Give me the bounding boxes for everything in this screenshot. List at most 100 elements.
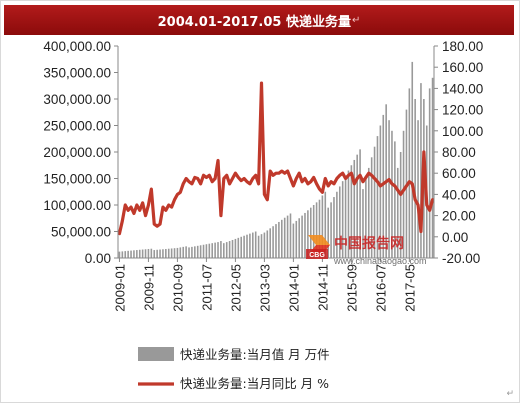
bar-monthly-volume	[188, 247, 190, 258]
bar-monthly-volume	[347, 170, 350, 258]
bar-monthly-volume	[118, 251, 121, 258]
x-tick-label: 2017-05	[402, 264, 417, 312]
bar-monthly-volume	[399, 152, 402, 258]
bar-monthly-volume	[402, 130, 405, 258]
bar-monthly-volume	[417, 120, 419, 258]
bar-monthly-volume	[420, 83, 422, 258]
bar-monthly-volume	[257, 235, 260, 258]
y-right-tick-label: -20.00	[442, 251, 480, 266]
x-tick-label: 2009-11	[141, 264, 156, 311]
x-tick-label: 2016-07	[373, 264, 388, 312]
y-right-tick-label: 160.00	[442, 60, 483, 75]
bar-monthly-volume	[246, 234, 248, 258]
bar-monthly-volume	[234, 238, 237, 258]
bar-monthly-volume	[217, 242, 219, 258]
bar-monthly-volume	[269, 228, 271, 258]
bar-monthly-volume	[304, 212, 306, 258]
watermark-badge-text: CBG	[309, 252, 325, 259]
bar-monthly-volume	[394, 141, 396, 258]
bar-monthly-volume	[382, 114, 385, 259]
bar-monthly-volume	[214, 242, 216, 258]
bar-monthly-volume	[121, 251, 124, 259]
y-left-tick-label: 250,000.00	[43, 119, 111, 134]
bar-monthly-volume	[408, 88, 411, 259]
watermark-logo: CBG 中国报告网 www.chinabaogao.com	[306, 235, 427, 266]
bar-monthly-volume	[165, 248, 167, 258]
y-right-tick-label: 60.00	[442, 166, 476, 181]
bar-monthly-volume	[272, 226, 274, 258]
bar-monthly-volume	[153, 250, 156, 258]
bar-monthly-volume	[211, 243, 214, 258]
bar-monthly-volume	[428, 88, 431, 259]
x-tick-label: 2012-05	[228, 264, 243, 312]
bar-monthly-volume	[301, 215, 303, 258]
bar-monthly-volume	[309, 207, 312, 258]
bar-monthly-volume	[231, 239, 234, 258]
bar-monthly-volume	[281, 219, 283, 258]
bar-monthly-volume	[254, 231, 257, 258]
bar-monthly-volume	[298, 218, 300, 258]
bar-monthly-volume	[243, 235, 245, 258]
bar-monthly-volume	[199, 245, 202, 258]
bar-monthly-volume	[359, 149, 361, 258]
bar-monthly-volume	[133, 250, 135, 258]
bar-monthly-volume	[318, 199, 321, 258]
title-return-mark: ↵	[351, 14, 361, 26]
y-left-tick-label: 400,000.00	[43, 39, 111, 54]
bar-monthly-volume	[362, 189, 364, 258]
bar-monthly-volume	[208, 243, 211, 258]
corner-return-mark: ↵	[506, 388, 514, 398]
bar-monthly-volume	[185, 246, 187, 258]
bar-monthly-volume	[356, 154, 358, 258]
y-right-tick-label: 180.00	[442, 39, 483, 54]
bar-monthly-volume	[411, 61, 414, 259]
x-tick-label: 2014-11	[315, 264, 330, 311]
y-right-tick-label: 120.00	[442, 103, 483, 118]
bar-monthly-volume	[283, 217, 286, 258]
y-right-tick-label: 140.00	[442, 81, 483, 96]
bar-monthly-volume	[312, 205, 315, 258]
y-left-tick-label: 150,000.00	[43, 172, 111, 187]
bar-monthly-volume	[202, 244, 205, 258]
bar-monthly-volume	[344, 175, 347, 258]
watermark-url: www.chinabaogao.com	[333, 256, 427, 266]
bar-monthly-volume	[205, 244, 208, 258]
bar-monthly-volume	[275, 224, 277, 258]
bar-monthly-volume	[388, 120, 390, 258]
watermark-brand: 中国报告网	[334, 235, 404, 252]
bar-monthly-volume	[260, 234, 263, 258]
bar-monthly-volume	[194, 246, 196, 258]
bar-monthly-volume	[156, 249, 158, 258]
bar-monthly-volume	[136, 250, 138, 258]
legend-swatch-bar	[138, 347, 174, 361]
line-yoy-growth	[117, 81, 435, 236]
bar-monthly-volume	[191, 246, 193, 258]
y-left-tick-label: 300,000.00	[43, 92, 111, 107]
x-tick-label: 2009-01	[112, 264, 127, 312]
bar-monthly-volume	[376, 136, 379, 258]
bar-monthly-volume	[336, 191, 338, 258]
bar-monthly-volume	[315, 202, 318, 258]
bar-monthly-volume	[350, 165, 353, 258]
bar-monthly-volume	[147, 248, 150, 258]
x-tick-label: 2010-09	[170, 264, 185, 312]
bar-monthly-volume	[170, 248, 173, 258]
bar-monthly-volume	[286, 215, 289, 258]
bar-monthly-volume	[141, 249, 144, 258]
bar-monthly-volume	[330, 202, 332, 258]
bar-monthly-volume	[127, 250, 129, 258]
bar-monthly-volume	[365, 178, 367, 258]
bar-monthly-volume	[379, 125, 382, 258]
bar-monthly-volume	[367, 167, 370, 258]
bar-monthly-volume	[252, 232, 254, 258]
bar-monthly-volume	[414, 99, 416, 258]
bar-monthly-volume	[341, 181, 344, 258]
y-left-tick-label: 0.00	[85, 251, 111, 266]
bar-monthly-volume	[173, 248, 176, 258]
bar-monthly-volume	[150, 248, 153, 258]
bar-monthly-volume	[373, 146, 376, 258]
bar-monthly-volume	[124, 251, 127, 258]
y-right-tick-label: 100.00	[442, 124, 483, 139]
bar-monthly-volume	[237, 237, 240, 258]
bar-monthly-volume	[338, 186, 341, 258]
